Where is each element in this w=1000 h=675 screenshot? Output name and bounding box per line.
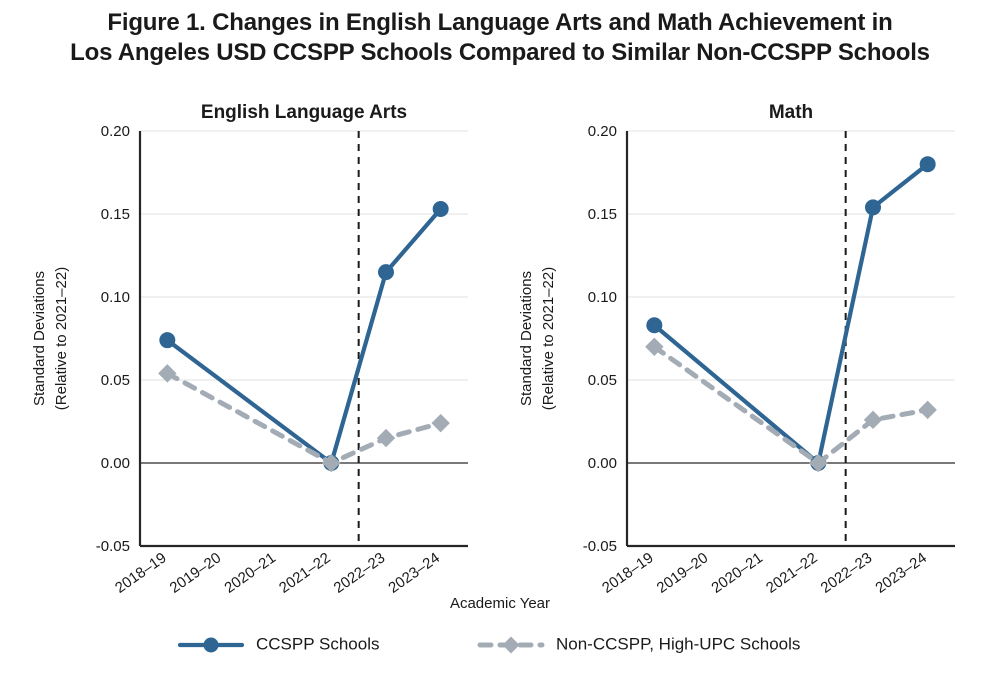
legend: CCSPP Schools Non-CCSPP, High-UPC Schools	[177, 634, 800, 654]
y-tick-label: 0.00	[101, 455, 130, 472]
y-axis-title-line-1: Standard Deviations	[31, 271, 48, 406]
y-axis-title: Standard Deviations (Relative to 2021–22)	[31, 267, 70, 410]
x-tick-label: 2020–21	[708, 549, 766, 596]
y-tick-label: 0.05	[588, 372, 617, 389]
data-point-marker[interactable]	[322, 453, 341, 473]
x-tick-label: 2018–19	[599, 549, 657, 596]
series-line-ccspp	[652, 162, 930, 466]
figure-title: Figure 1. Changes in English Language Ar…	[0, 8, 1000, 68]
y-tick-label: 0.20	[588, 123, 617, 140]
legend-label: Non-CCSPP, High-UPC Schools	[556, 634, 800, 653]
x-axis-title: Academic Year	[450, 595, 550, 612]
y-tick-label: 0.10	[588, 289, 617, 306]
y-tick-label: -0.05	[583, 538, 617, 555]
y-axis-title-line-2: (Relative to 2021–22)	[540, 267, 557, 410]
data-point-marker[interactable]	[863, 410, 883, 430]
data-point-marker[interactable]	[919, 156, 936, 173]
series-line-ccspp	[165, 206, 443, 466]
x-tick-label: 2019–20	[654, 549, 712, 596]
data-point-marker[interactable]	[646, 317, 663, 334]
data-point-marker[interactable]	[645, 337, 664, 357]
x-tick-label: 2022–23	[818, 549, 876, 596]
chart-panel-ela: English Language Arts -0.05 0.00 0.05 0.10 0.…	[31, 102, 468, 597]
data-point-marker[interactable]	[865, 199, 881, 216]
x-tick-label: 2023–24	[385, 549, 443, 596]
y-tick-label: 0.00	[588, 455, 617, 472]
legend-label: CCSPP Schools	[256, 634, 379, 653]
x-tick-label: 2021–22	[763, 549, 821, 596]
y-tick-label: 0.15	[101, 206, 130, 223]
x-tick-label: 2018–19	[112, 549, 170, 596]
y-tick-label: 0.05	[101, 372, 130, 389]
data-point-marker[interactable]	[378, 264, 394, 281]
legend-item-ccspp[interactable]: CCSPP Schools	[177, 634, 379, 653]
data-point-marker[interactable]	[432, 201, 449, 218]
panel-title-math: Math	[769, 102, 813, 123]
legend-item-non-ccspp[interactable]: Non-CCSPP, High-UPC Schools	[477, 634, 800, 654]
legend-marker-diamond-icon	[502, 636, 520, 654]
x-tick-label: 2019–20	[167, 549, 225, 596]
data-point-marker[interactable]	[809, 453, 828, 473]
legend-marker-circle-icon	[203, 637, 219, 653]
data-point-marker[interactable]	[376, 428, 396, 448]
series-line-non-ccspp	[651, 344, 931, 466]
x-tick-label: 2020–21	[221, 549, 279, 596]
y-tick-label: -0.05	[96, 538, 130, 555]
y-axis-title: Standard Deviations (Relative to 2021–22)	[518, 267, 557, 410]
x-tick-label: 2023–24	[872, 549, 930, 596]
chart-panel-math: Math -0.05 0.00 0.05 0.10 0.15 0.20 2018–192019…	[518, 102, 955, 597]
y-tick-label: 0.20	[101, 123, 130, 140]
y-tick-label: 0.15	[588, 206, 617, 223]
x-tick-label: 2021–22	[276, 549, 334, 596]
figure-title-line-1: Figure 1. Changes in English Language Ar…	[107, 9, 893, 36]
y-tick-label: 0.10	[101, 289, 130, 306]
series-line-non-ccspp	[164, 370, 444, 466]
x-tick-label: 2022–23	[331, 549, 389, 596]
y-axis-title-line-2: (Relative to 2021–22)	[53, 267, 70, 410]
y-axis-title-line-1: Standard Deviations	[518, 271, 535, 406]
data-point-marker[interactable]	[158, 364, 177, 383]
panel-title-ela: English Language Arts	[201, 102, 407, 123]
figure-title-line-2: Los Angeles USD CCSPP Schools Compared t…	[70, 39, 930, 66]
data-point-marker[interactable]	[431, 413, 450, 433]
data-point-marker[interactable]	[159, 332, 176, 349]
data-point-marker[interactable]	[918, 400, 937, 420]
